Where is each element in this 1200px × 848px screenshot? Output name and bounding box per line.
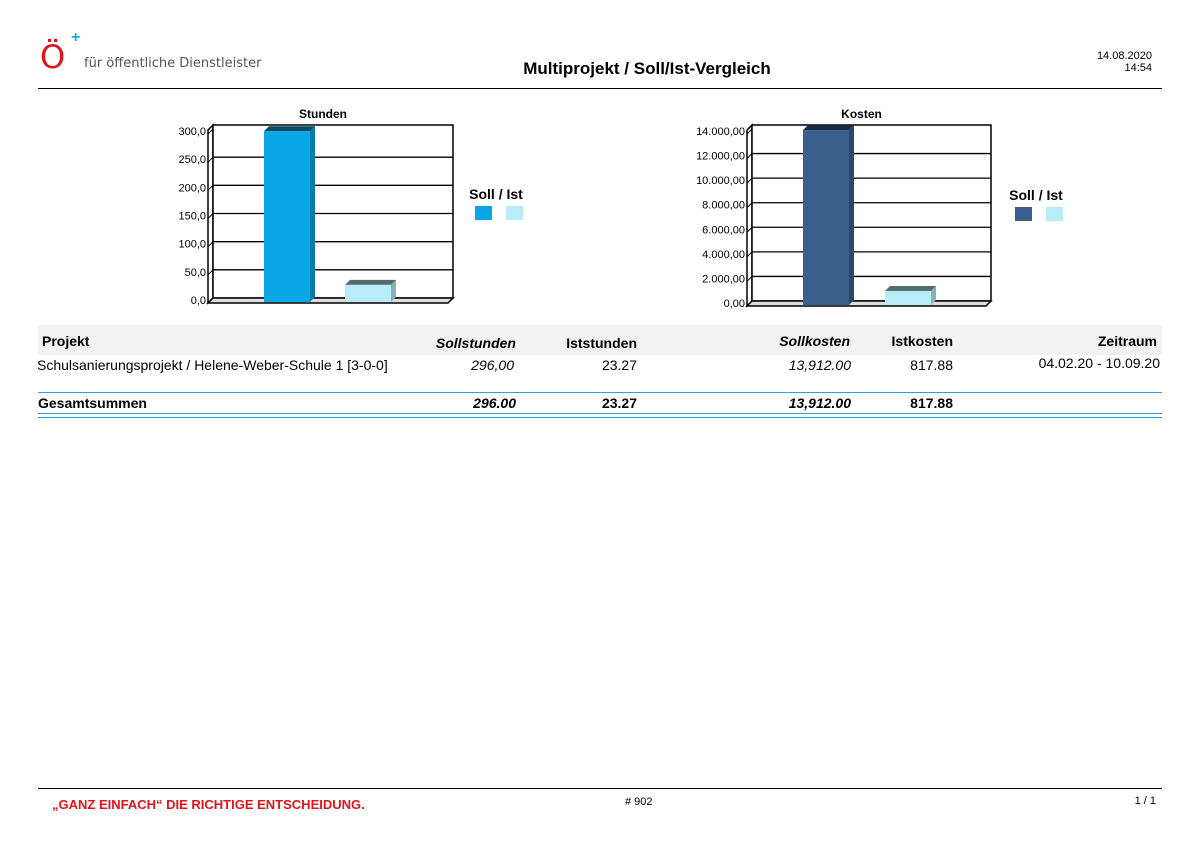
gridline-side — [207, 213, 214, 219]
footer-slogan: „GANZ EINFACH“ DIE RICHTIGE ENTSCHEIDUNG… — [52, 797, 365, 812]
bar-side — [391, 279, 396, 302]
bar-side — [310, 126, 315, 303]
y-tick-label: 200,0 — [178, 182, 206, 194]
cell-istkosten: 817.88 — [910, 357, 953, 373]
totals-label: Gesamtsummen — [38, 395, 147, 411]
totals-rule-bottom-1 — [38, 413, 1162, 414]
bar-top — [345, 279, 396, 285]
charts: Stunden 0,0 50,0 100,0 150,0 200,0 250,0 300,0 S… — [178, 107, 1063, 310]
header-divider — [38, 88, 1162, 89]
bar-top — [264, 126, 315, 132]
report-date: 14.08.2020 — [1096, 50, 1152, 62]
y-tick-label: 14.000,00 — [696, 126, 745, 138]
bar-soll — [264, 131, 310, 302]
cell-iststunden: 23.27 — [601, 357, 637, 373]
y-tick-label: 10.000,00 — [696, 175, 745, 187]
col-zeitraum: Zeitraum — [1097, 333, 1157, 349]
y-tick-label: 0,00 — [724, 298, 745, 310]
col-istkosten: Istkosten — [891, 333, 953, 349]
cell-sollstunden: 296,00 — [471, 357, 514, 373]
bar-side — [931, 285, 936, 305]
chart-floor — [745, 300, 993, 307]
chart-back-wall — [751, 124, 992, 302]
bar-ist — [885, 290, 931, 305]
col-sollkosten: Sollkosten — [779, 333, 850, 349]
gridline-side — [746, 251, 753, 258]
totals-sollkosten: 13,912.00 — [788, 395, 851, 411]
gridline-side — [746, 153, 753, 159]
y-tick-label: 100,0 — [178, 239, 206, 251]
bar-soll — [803, 130, 849, 305]
page-title: Multiprojekt / Soll/Ist-Vergleich — [523, 59, 771, 78]
chart-title: Stunden — [299, 107, 347, 121]
totals-rule-bottom-2 — [38, 417, 1162, 418]
gridline-side — [207, 184, 214, 191]
cell-zeitraum: 04.02.20 - 10.09.20 — [1038, 355, 1160, 371]
totals-rule-top — [38, 392, 1162, 393]
col-sollstunden: Sollstunden — [435, 335, 516, 351]
legend-swatch-ist — [506, 206, 523, 220]
totals-iststunden: 23.27 — [601, 395, 637, 411]
chart-floor — [206, 297, 455, 304]
page-number: 1 / 1 — [1134, 795, 1156, 807]
gridline-side — [207, 241, 214, 248]
y-tick-label: 300,0 — [178, 126, 206, 138]
gridline-side — [746, 276, 753, 282]
gridline-side — [746, 177, 753, 184]
y-tick-label: 250,0 — [178, 154, 206, 166]
legend-swatch-ist — [1046, 207, 1063, 221]
y-tick-label: 6.000,00 — [702, 224, 745, 236]
gridline-side — [746, 128, 753, 135]
logo-mark: Ö — [40, 38, 66, 76]
logo-text: für öffentliche Dienstleister — [84, 56, 262, 71]
legend-swatch-soll — [1015, 207, 1032, 221]
gridline-side — [746, 300, 753, 307]
bar-top — [803, 125, 854, 131]
y-tick-label: 12.000,00 — [696, 151, 745, 163]
y-tick-label: 2.000,00 — [702, 273, 745, 285]
gridline-side — [746, 226, 753, 233]
y-tick-label: 0,0 — [191, 295, 206, 307]
report-datetime: 14.08.2020 14:54 — [1097, 50, 1152, 74]
bar-ist — [345, 284, 391, 302]
legend-swatch-soll — [475, 206, 492, 220]
totals-istkosten: 817.88 — [910, 395, 953, 411]
chart-back-wall — [212, 124, 454, 299]
col-iststunden: Iststunden — [566, 335, 637, 351]
cell-projekt: Schulsanierungsprojekt / Helene-Weber-Sc… — [37, 357, 388, 373]
gridline-side — [207, 297, 214, 304]
totals-sollstunden: 296.00 — [473, 395, 516, 411]
gridline-side — [207, 128, 214, 135]
y-tick-label: 150,0 — [178, 211, 206, 223]
gridline-side — [207, 156, 214, 163]
doc-number: # 902 — [625, 796, 653, 808]
bar-side — [849, 125, 854, 305]
legend-title: Soll / Ist — [469, 186, 523, 202]
legend-title: Soll / Ist — [1009, 187, 1063, 203]
footer-divider — [38, 788, 1162, 789]
col-projekt: Projekt — [42, 333, 90, 349]
report-time: 14:54 — [1124, 62, 1152, 74]
gridline-side — [207, 269, 214, 276]
logo-plus: + — [71, 29, 81, 46]
y-tick-label: 4.000,00 — [702, 249, 745, 261]
table-header-bg — [38, 325, 1162, 355]
y-tick-label: 50,0 — [185, 267, 206, 279]
y-tick-label: 8.000,00 — [702, 200, 745, 212]
chart-title: Kosten — [841, 107, 882, 121]
cell-sollkosten: 13,912.00 — [788, 357, 851, 373]
gridline-side — [746, 202, 753, 209]
bar-top — [885, 285, 936, 291]
